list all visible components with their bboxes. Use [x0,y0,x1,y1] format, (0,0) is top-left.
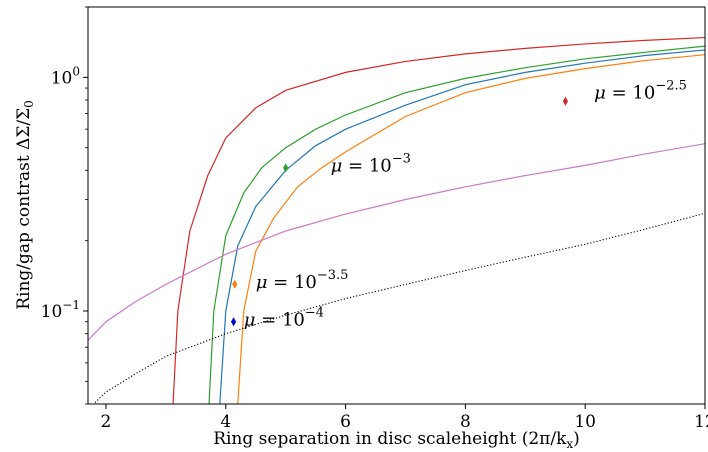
annotations: μ = 10−2.5 μ = 10−3 μ = 10−3.5 μ = 10−4 [244,79,687,331]
x-tick-label-5: 12 [694,412,708,432]
annotation-2: μ = 10−3.5 [256,268,349,293]
x-tick-label-4: 10 [574,412,596,432]
data-point-3 [230,317,237,327]
data-point-1 [562,96,569,106]
data-point-2 [232,279,238,289]
y-tick-label-1: 100 [51,64,80,88]
plot-frame [87,6,706,405]
y-axis-label: Ring/gap contrast ΔΣ/Σ0 [14,100,36,310]
x-axis-label: Ring separation in disc scaleheight (2π/… [213,429,580,451]
series-line-1 [208,45,705,404]
series-line-5 [92,212,705,404]
x-tick-label-0: 2 [101,412,112,432]
data-point-0 [283,163,289,173]
series-line-2 [219,49,705,404]
series-line-0 [172,36,705,404]
x-tick-label-3: 8 [460,412,471,432]
x-tick-label-2: 6 [340,412,351,432]
series-line-3 [237,54,705,404]
y-tick-label-0: 10−1 [41,298,80,322]
plot-area [88,36,705,404]
annotation-3: μ = 10−4 [244,305,324,330]
series-line-4 [88,143,705,341]
y-axis: 10−1 100 [41,6,88,405]
annotation-0: μ = 10−2.5 [594,79,687,104]
annotation-1: μ = 10−3 [331,151,411,176]
x-tick-label-1: 4 [220,412,231,432]
x-axis: 2 4 6 8 10 12 [101,404,708,432]
